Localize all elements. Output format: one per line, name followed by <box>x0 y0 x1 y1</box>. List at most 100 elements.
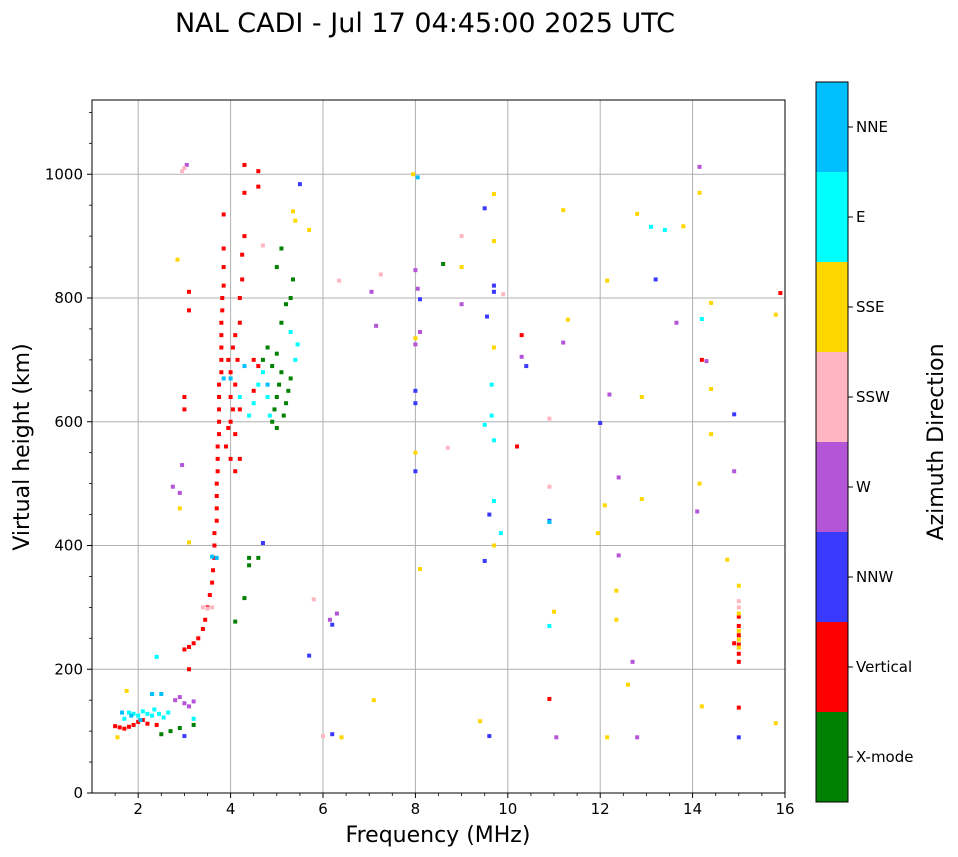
echo-point <box>699 704 704 709</box>
echo-point <box>649 224 654 229</box>
echo-point <box>217 419 222 424</box>
echo-point <box>122 726 127 731</box>
series-x-mode <box>159 246 446 737</box>
x-axis-ticks: 2 4 6 8 10 12 14 16 <box>114 793 795 818</box>
echo-point <box>736 583 741 588</box>
echo-point <box>117 725 122 730</box>
echo-point <box>210 580 215 585</box>
echo-point <box>778 291 783 296</box>
echo-point <box>413 336 418 341</box>
echo-point <box>695 509 700 514</box>
echo-point <box>221 265 226 270</box>
echo-point <box>242 162 247 167</box>
echo-point <box>274 425 279 430</box>
echo-point <box>240 277 245 282</box>
echo-point <box>256 364 261 369</box>
echo-point <box>487 512 492 517</box>
echo-point <box>307 227 312 232</box>
echo-point <box>552 609 556 614</box>
echo-point <box>697 481 702 486</box>
echo-point <box>187 540 192 545</box>
echo-point <box>228 370 233 375</box>
echo-point <box>270 364 275 369</box>
echo-point <box>210 554 215 559</box>
echo-point <box>217 407 222 412</box>
echo-point <box>547 484 552 489</box>
azimuth-colorbar: X-mode Vertical NNW W SSW SSE E NNE <box>815 81 913 803</box>
echo-point <box>413 401 418 406</box>
echo-point <box>210 605 215 610</box>
echo-point <box>154 722 159 727</box>
echo-point <box>288 376 293 381</box>
echo-point <box>371 698 376 703</box>
echo-point <box>418 567 423 572</box>
echo-point <box>616 475 621 480</box>
echo-point <box>260 243 265 248</box>
echo-point <box>491 345 496 350</box>
echo-point <box>284 302 289 307</box>
series-vertical <box>113 162 783 731</box>
echo-point <box>736 623 741 628</box>
colorbar-segment <box>816 712 848 802</box>
echo-point <box>240 252 245 257</box>
colorbar-segment <box>816 622 848 712</box>
echo-point <box>214 518 219 523</box>
echo-point <box>311 597 316 602</box>
echo-point <box>256 555 261 560</box>
echo-point <box>159 692 164 696</box>
echo-point <box>212 531 217 536</box>
echo-point <box>547 519 552 524</box>
x-tick-label: 14 <box>683 800 702 818</box>
echo-point <box>251 357 256 362</box>
echo-point <box>156 711 161 716</box>
echo-point <box>293 357 298 362</box>
echo-point <box>561 340 566 345</box>
echo-point <box>226 425 231 430</box>
echo-point <box>279 370 284 375</box>
echo-point <box>321 734 325 739</box>
echo-point <box>378 272 383 277</box>
echo-point <box>187 704 192 709</box>
echo-point <box>635 735 640 740</box>
echo-point <box>411 172 416 177</box>
echo-point <box>736 628 741 633</box>
echo-point <box>145 721 150 726</box>
echo-point <box>482 422 487 427</box>
echo-point <box>265 345 270 350</box>
echo-point <box>773 721 778 726</box>
echo-point <box>709 432 714 437</box>
y-tick-label: 800 <box>54 289 83 307</box>
series-e <box>122 224 704 721</box>
echo-point <box>616 553 621 558</box>
echo-point <box>220 296 225 300</box>
echo-point <box>242 596 247 601</box>
echo-point <box>182 166 187 171</box>
echo-point <box>413 388 418 393</box>
echo-point <box>605 278 610 283</box>
echo-point <box>233 382 238 387</box>
echo-point <box>115 735 120 740</box>
colorbar-label: Azimuth Direction <box>924 343 949 540</box>
echo-point <box>674 320 679 325</box>
colorbar-segment <box>816 262 848 352</box>
echo-point <box>281 413 286 418</box>
echo-point <box>221 283 226 288</box>
echo-point <box>214 555 219 560</box>
echo-point <box>154 654 159 659</box>
echo-point <box>205 606 210 611</box>
echo-point <box>187 644 192 649</box>
colorbar-segment <box>816 82 848 172</box>
colorbar-tick-label: SSE <box>856 298 885 316</box>
echo-point <box>307 653 312 658</box>
echo-point <box>126 724 131 729</box>
echo-point <box>441 261 446 266</box>
colorbar-frame <box>815 81 849 803</box>
echo-point <box>219 320 224 325</box>
y-axis-ticks: 0 200 400 600 800 1000 <box>45 111 92 802</box>
echo-point <box>251 401 256 406</box>
echo-point <box>214 494 219 498</box>
echo-point <box>159 732 164 737</box>
echo-point <box>498 531 503 536</box>
echo-point <box>279 246 284 251</box>
echo-point <box>277 382 282 387</box>
